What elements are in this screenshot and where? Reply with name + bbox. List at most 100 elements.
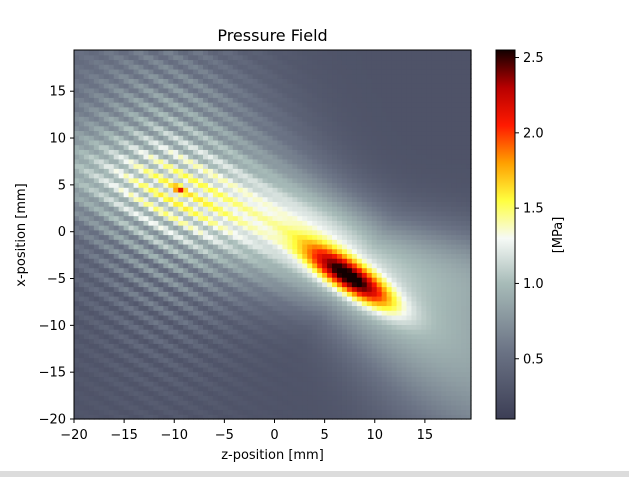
heatmap-cell xyxy=(267,97,274,103)
heatmap-cell xyxy=(193,281,199,288)
heatmap-cell xyxy=(371,300,378,307)
heatmap-cell xyxy=(188,385,194,392)
heatmap-cell xyxy=(262,243,269,250)
heatmap-cell xyxy=(193,381,199,387)
heatmap-cell xyxy=(123,97,130,103)
heatmap-cell xyxy=(143,300,150,307)
heatmap-cell xyxy=(376,182,383,188)
heatmap-cell xyxy=(371,385,378,392)
heatmap-cell xyxy=(103,177,110,184)
heatmap-cell xyxy=(327,300,333,307)
heatmap-cell xyxy=(74,362,80,368)
heatmap-cell xyxy=(173,97,179,103)
heatmap-cell xyxy=(292,400,298,406)
heatmap-cell xyxy=(257,182,264,188)
heatmap-cell xyxy=(307,366,313,373)
heatmap-cell xyxy=(133,97,140,103)
heatmap-cell xyxy=(247,262,254,269)
heatmap-cell xyxy=(227,87,234,94)
heatmap-cell xyxy=(138,92,145,98)
heatmap-cell xyxy=(83,50,90,56)
heatmap-cell xyxy=(242,102,249,108)
heatmap-cell xyxy=(83,333,90,340)
heatmap-cell xyxy=(113,83,120,89)
heatmap-cell xyxy=(133,73,140,79)
heatmap-cell xyxy=(341,196,348,202)
heatmap-cell xyxy=(163,54,169,61)
heatmap-cell xyxy=(133,59,140,65)
heatmap-cell xyxy=(168,300,174,307)
heatmap-cell xyxy=(272,206,279,212)
heatmap-cell xyxy=(262,182,269,188)
heatmap-cell xyxy=(222,229,229,236)
heatmap-cell xyxy=(247,64,254,70)
heatmap-cell xyxy=(93,120,100,127)
heatmap-cell xyxy=(188,357,194,363)
heatmap-cell xyxy=(78,291,85,297)
heatmap-cell xyxy=(356,64,363,70)
heatmap-cell xyxy=(337,54,343,61)
heatmap-cell xyxy=(351,253,358,259)
heatmap-cell xyxy=(217,272,224,278)
heatmap-cell xyxy=(242,390,249,396)
heatmap-cell xyxy=(158,314,164,321)
heatmap-cell xyxy=(267,371,274,378)
heatmap-cell xyxy=(183,310,189,316)
heatmap-cell xyxy=(188,277,194,283)
heatmap-cell xyxy=(93,371,100,378)
heatmap-cell xyxy=(366,120,373,127)
heatmap-cell xyxy=(307,125,313,132)
heatmap-cell xyxy=(322,191,328,198)
heatmap-cell xyxy=(173,187,179,193)
heatmap-cell xyxy=(158,210,164,217)
heatmap-cell xyxy=(108,400,115,406)
heatmap-cell xyxy=(198,314,204,321)
heatmap-cell xyxy=(113,215,120,221)
heatmap-cell xyxy=(207,220,214,226)
heatmap-cell xyxy=(198,196,204,202)
heatmap-cell xyxy=(188,272,194,278)
heatmap-cell xyxy=(158,319,164,325)
heatmap-cell xyxy=(341,366,348,373)
heatmap-cell xyxy=(287,139,293,146)
heatmap-cell xyxy=(113,400,120,406)
heatmap-cell xyxy=(371,272,378,278)
heatmap-cell xyxy=(381,173,388,179)
heatmap-cell xyxy=(74,97,80,103)
heatmap-cell xyxy=(98,154,105,160)
heatmap-cell xyxy=(287,173,293,179)
heatmap-cell xyxy=(327,87,333,94)
heatmap-cell xyxy=(93,196,100,202)
heatmap-cell xyxy=(198,390,204,396)
heatmap-cell xyxy=(237,149,244,155)
heatmap-cell xyxy=(292,333,298,340)
heatmap-cell xyxy=(168,258,174,264)
heatmap-cell xyxy=(98,173,105,179)
heatmap-cell xyxy=(173,225,179,231)
heatmap-cell xyxy=(163,92,169,98)
heatmap-cell xyxy=(173,206,179,212)
heatmap-cell xyxy=(183,50,189,56)
heatmap-cell xyxy=(376,277,383,283)
heatmap-cell xyxy=(153,135,159,141)
heatmap-cell xyxy=(103,404,110,411)
heatmap-cell xyxy=(366,305,373,311)
heatmap-cell xyxy=(337,173,343,179)
heatmap-cell xyxy=(332,92,338,98)
heatmap-cell xyxy=(337,262,343,269)
heatmap-cell xyxy=(341,248,348,255)
heatmap-cell xyxy=(138,135,145,141)
heatmap-cell xyxy=(88,92,95,98)
heatmap-cell xyxy=(242,243,249,250)
heatmap-cell xyxy=(366,54,373,61)
heatmap-cell xyxy=(376,191,383,198)
heatmap-cell xyxy=(212,234,219,240)
heatmap-cell xyxy=(307,182,313,188)
heatmap-cell xyxy=(366,343,373,349)
heatmap-cell xyxy=(173,210,179,217)
heatmap-cell xyxy=(183,215,189,221)
heatmap-cell xyxy=(133,229,140,236)
heatmap-cell xyxy=(332,50,338,56)
heatmap-cell xyxy=(128,92,135,98)
heatmap-cell xyxy=(168,154,174,160)
